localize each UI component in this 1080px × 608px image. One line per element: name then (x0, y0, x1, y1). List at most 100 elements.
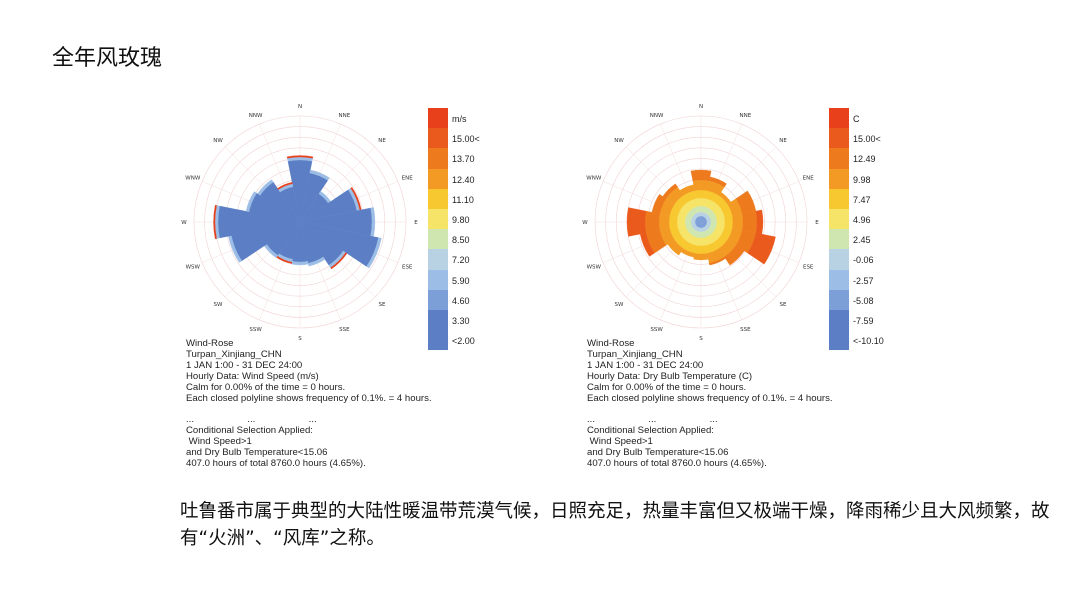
legend-swatch (428, 148, 448, 169)
direction-label-ene: ENE (402, 176, 414, 182)
legend-swatch (428, 289, 448, 310)
legend-row: -0.06 (829, 249, 899, 270)
legend-row: <2.00 (428, 330, 498, 351)
legend-row: C (829, 108, 899, 129)
direction-label-nw: NW (213, 138, 223, 144)
caption-text: 吐鲁番市属于典型的大陆性暖温带荒漠气候，日照充足，热量丰富但又极端干燥，降雨稀少… (180, 501, 1050, 549)
direction-label-e: E (414, 220, 418, 226)
info-line: Wind Speed>1 (587, 436, 653, 448)
info-line: Each closed polyline shows frequency of … (186, 392, 432, 404)
legend-swatch (428, 108, 448, 129)
direction-label-ese: ESE (803, 264, 814, 270)
direction-label-n: N (298, 104, 302, 110)
wind-rose-chart-wind-speed: N NNE NE ENE E ESE SE SSE S SSW SW WSW W WNW NW NNW (180, 102, 420, 342)
legend-unit: m/s (452, 114, 467, 124)
legend-row: -5.08 (829, 289, 899, 310)
info-line: 407.0 hours of total 8760.0 hours (4.65%… (186, 457, 366, 469)
info-line: Wind-Rose (186, 338, 234, 349)
petal-se (330, 252, 348, 270)
direction-label-wnw: WNW (185, 176, 201, 182)
legend-label: 4.60 (452, 295, 470, 306)
direction-label-nnw: NNW (650, 113, 664, 119)
legend-label: <2.00 (452, 336, 475, 347)
legend-swatch (829, 330, 849, 351)
legend-label: 9.80 (452, 214, 470, 225)
direction-label-w: W (181, 220, 187, 226)
legend-label: 8.50 (452, 235, 470, 246)
petal-w (626, 207, 647, 237)
direction-label-sse: SSE (339, 327, 350, 333)
legend-label: 7.47 (853, 194, 871, 205)
petal-n (690, 169, 712, 181)
legend-label: 12.49 (853, 154, 876, 165)
info-line: Hourly Data: Wind Speed (m/s) (186, 370, 319, 382)
legend-label: 5.90 (452, 275, 470, 286)
direction-label-se: SE (780, 302, 787, 308)
legend-row: 4.60 (428, 289, 498, 310)
info-line: and Dry Bulb Temperature<15.06 (186, 447, 328, 459)
petal-nne (309, 169, 330, 181)
legend-swatch (428, 208, 448, 230)
legend-label: 12.40 (452, 174, 475, 185)
legend-label: 15.00< (853, 134, 881, 145)
legend-swatch (428, 128, 448, 149)
legend-row: -2.57 (829, 269, 899, 290)
info-line: 1 JAN 1:00 - 31 DEC 24:00 (186, 359, 303, 371)
info-line: Calm for 0.00% of the time = 0 hours. (186, 381, 346, 393)
legend-row: 12.40 (428, 168, 498, 189)
legend-label: 7.20 (452, 255, 470, 266)
legend-swatch (829, 188, 849, 209)
petal-s (291, 261, 309, 266)
petal-wnw (245, 191, 257, 213)
petal-nw (662, 183, 678, 199)
petal-s (693, 253, 709, 261)
petal-nnw (277, 182, 293, 190)
legend-wind-speed: m/s 15.00< 13.70 12.40 11.10 9.80 8.50 7.20 5.90… (428, 108, 498, 351)
petal-wnw (651, 194, 667, 214)
petal-n (692, 179, 710, 191)
petal-nw (257, 179, 274, 196)
petal-w (668, 215, 678, 229)
direction-label-s: S (298, 336, 302, 342)
info-line: Wind Speed>1 (186, 436, 252, 448)
chart-info-temperature: Wind-Rose Turpan_Xinjiang_CHN 1 JAN 1:00 -… (587, 338, 833, 470)
petal-n (286, 155, 314, 159)
direction-label-sse: SSE (740, 327, 751, 333)
direction-label-ssw: SSW (650, 327, 663, 333)
petal-n (694, 189, 708, 199)
legend-swatch (428, 269, 448, 290)
direction-label-ese: ESE (402, 264, 413, 270)
chart-info-wind-speed: Wind-Rose Turpan_Xinjiang_CHN 1 JAN 1:00 -… (186, 338, 432, 470)
legend-swatch (829, 128, 849, 149)
direction-label-w: W (582, 220, 588, 226)
legend-row: 11.10 (428, 188, 498, 209)
legend-row: 12.49 (829, 148, 899, 169)
legend-temperature: C 15.00< 12.49 9.98 7.47 4.96 2.45 -0.06 -2.57 -5… (829, 108, 899, 351)
legend-row: 9.98 (829, 168, 899, 189)
petal-w (213, 204, 217, 240)
petal-e (742, 210, 758, 234)
legend-row: m/s (428, 108, 498, 129)
direction-label-nnw: NNW (249, 113, 263, 119)
legend-row: -7.59 (829, 309, 899, 331)
direction-label-wnw: WNW (586, 176, 602, 182)
info-line: Turpan_Xinjiang_CHN (186, 348, 282, 360)
legend-swatch (829, 108, 849, 129)
legend-label: 15.00< (452, 134, 480, 145)
legend-label: -0.06 (853, 255, 874, 266)
legend-label: 11.10 (452, 194, 474, 205)
info-line: Conditional Selection Applied: (587, 425, 714, 437)
direction-label-ne: NE (779, 138, 787, 144)
legend-swatch (829, 148, 849, 169)
legend-label: -5.08 (853, 295, 874, 306)
legend-swatch (428, 309, 448, 331)
direction-label-s: S (699, 336, 703, 342)
petal-se (724, 245, 745, 266)
info-line: 407.0 hours of total 8760.0 hours (4.65%… (587, 457, 767, 469)
wind-rose-svg: N NNE NE ENE E ESE SE SSE S SSW SW WSW W WNW NW NNW (582, 104, 819, 342)
petal-nnw (679, 184, 695, 196)
info-line: Wind-Rose (587, 338, 635, 349)
petal-ese (366, 237, 382, 269)
legend-row: 7.20 (428, 249, 498, 270)
direction-label-wsw: WSW (587, 264, 602, 270)
